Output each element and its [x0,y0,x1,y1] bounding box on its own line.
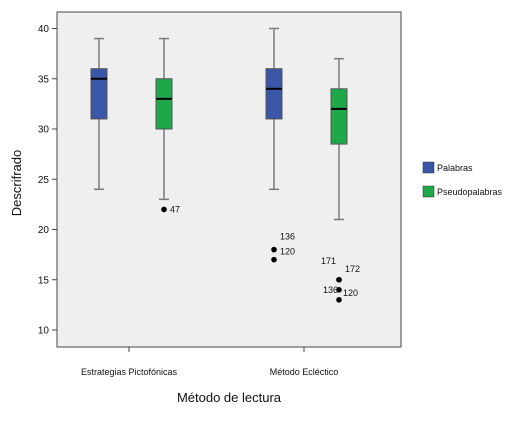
legend-label: Pseudopalabras [437,187,503,197]
outlier-point [336,297,342,303]
outlier-label: 171 [321,256,336,266]
box-series: 136 120 47 171 172 136 120 [90,27,360,303]
outlier-point [271,246,277,253]
y-tick-label: 15 [38,275,50,286]
legend-swatch-palabras [422,161,435,174]
outlier-point [336,287,342,293]
x-axis-title: Método de lectura [177,390,282,405]
x-axis: Estrategias Pictofónicas Método Ecléctico [81,347,338,377]
plot-area [56,11,402,348]
y-tick-label: 10 [38,326,50,337]
box-palabras [90,68,108,120]
outlier-label: 120 [343,288,358,298]
legend-label: Palabras [437,163,473,173]
outlier-label: 120 [280,247,295,257]
category-label: Estrategias Pictofónicas [81,367,178,377]
outlier-label: 136 [323,285,338,295]
outlier-point [336,276,342,283]
box-pseudopalabras [330,88,348,145]
box-pseudopalabras [155,78,173,130]
y-tick-label: 35 [38,74,50,85]
outlier-point [271,256,277,263]
y-tick-label: 20 [38,225,50,236]
outlier-label: 172 [345,264,360,274]
y-tick-label: 25 [38,175,50,186]
legend-swatch-pseudopalabras [422,185,435,198]
box-palabras [265,68,283,120]
outlier-point [161,206,167,213]
outlier-label: 136 [280,232,295,242]
y-tick-label: 40 [38,24,50,35]
category-label: Método Ecléctico [270,367,339,377]
y-axis-title: Descrifrado [9,150,24,216]
y-tick-label: 30 [38,125,50,136]
legend: Palabras Pseudopalabras [422,161,503,198]
outlier-label: 47 [170,204,180,214]
y-axis: 10 15 20 25 30 35 40 [38,24,57,337]
